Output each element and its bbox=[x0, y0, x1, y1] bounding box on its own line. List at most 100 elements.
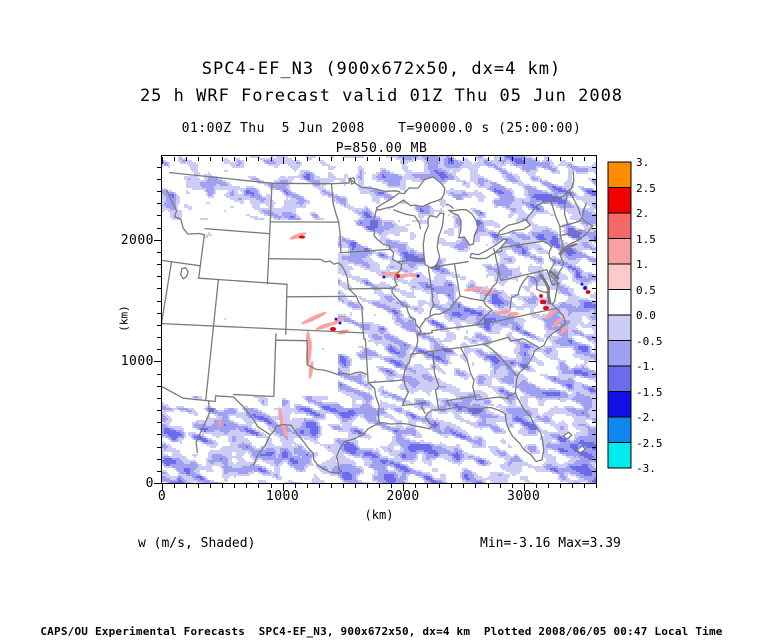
axis-tick bbox=[157, 276, 161, 277]
axis-tick bbox=[222, 157, 223, 161]
axis-tick bbox=[463, 157, 464, 161]
axis-tick bbox=[157, 434, 161, 435]
axis-tick bbox=[415, 157, 416, 161]
state-border bbox=[198, 277, 288, 285]
axis-tick bbox=[295, 484, 296, 488]
plot-subtitle: 25 h WRF Forecast valid 01Z Thu 05 Jun 2… bbox=[139, 86, 624, 106]
axis-tick bbox=[592, 228, 596, 229]
state-border bbox=[393, 209, 421, 230]
axis-tick bbox=[536, 157, 537, 161]
colorbar-label: 3. bbox=[636, 156, 650, 169]
colorbar-label: -1. bbox=[636, 360, 656, 373]
field-annotation: w (m/s, Shaded) bbox=[138, 536, 256, 551]
state-border bbox=[389, 248, 422, 407]
bay-water bbox=[558, 247, 568, 256]
axis-tick bbox=[592, 398, 596, 399]
axis-tick bbox=[592, 167, 596, 168]
state-border bbox=[527, 275, 548, 294]
axis-tick bbox=[427, 484, 428, 488]
colorbar-cell bbox=[607, 416, 632, 443]
minmax-annotation: Min=-3.16 Max=3.39 bbox=[480, 536, 621, 551]
axis-tick bbox=[234, 157, 235, 161]
plot-title: SPC4-EF_N3 (900x672x50, dx=4 km) bbox=[201, 59, 562, 79]
axis-tick bbox=[592, 179, 596, 180]
axis-tick bbox=[174, 157, 175, 161]
axis-tick bbox=[246, 484, 247, 488]
state-border bbox=[493, 248, 548, 282]
axis-tick bbox=[592, 325, 596, 326]
valid-time-line: 01:00Z Thu 5 Jun 2008 T=90000.0 s (25:00… bbox=[181, 121, 582, 136]
axis-tick bbox=[198, 484, 199, 488]
state-border bbox=[348, 288, 369, 384]
axis-tick bbox=[451, 157, 452, 161]
colorbar-label: -1.5 bbox=[636, 385, 663, 399]
y-tick-label: 2000 bbox=[120, 232, 154, 248]
colorbar-label: -2. bbox=[636, 411, 656, 424]
axis-tick bbox=[271, 157, 272, 161]
state-border bbox=[338, 221, 342, 254]
axis-tick bbox=[157, 471, 161, 472]
state-border bbox=[445, 392, 517, 402]
axis-tick bbox=[592, 337, 596, 338]
axis-tick bbox=[157, 228, 161, 229]
state-border bbox=[232, 339, 277, 398]
state-border bbox=[252, 434, 271, 467]
axis-tick bbox=[210, 157, 211, 161]
state-border bbox=[460, 347, 476, 398]
axis-tick bbox=[331, 157, 332, 161]
colorbar-label: 2.5 bbox=[636, 181, 656, 195]
axis-tick bbox=[592, 288, 596, 289]
axis-tick bbox=[222, 484, 223, 488]
lake-outline bbox=[469, 238, 509, 260]
colorbar-label: 2. bbox=[636, 207, 650, 220]
state-border bbox=[401, 402, 426, 414]
state-border bbox=[165, 189, 205, 236]
axis-tick bbox=[451, 484, 452, 488]
axis-tick bbox=[589, 483, 596, 484]
axis-tick bbox=[572, 484, 573, 488]
axis-tick bbox=[475, 484, 476, 488]
axis-tick bbox=[157, 459, 161, 460]
axis-tick bbox=[157, 386, 161, 387]
state-border bbox=[198, 234, 205, 279]
axis-tick bbox=[157, 179, 161, 180]
state-border bbox=[432, 350, 440, 410]
axis-tick bbox=[157, 374, 161, 375]
state-border bbox=[169, 171, 401, 193]
axis-tick bbox=[592, 264, 596, 265]
axis-tick bbox=[157, 252, 161, 253]
state-border bbox=[348, 287, 394, 290]
state-border bbox=[525, 171, 575, 220]
plot-footer: CAPS/OU Experimental Forecasts SPC4-EF_N… bbox=[40, 625, 723, 638]
x-tick-label: 1000 bbox=[265, 489, 300, 504]
axis-tick bbox=[488, 484, 489, 488]
state-border bbox=[367, 382, 381, 424]
axis-tick bbox=[157, 288, 161, 289]
state-border bbox=[446, 203, 454, 209]
y-tick-label: 1000 bbox=[120, 354, 154, 370]
state-border bbox=[560, 243, 578, 254]
axis-tick bbox=[592, 459, 596, 460]
axis-tick bbox=[592, 203, 596, 204]
axis-tick bbox=[592, 422, 596, 423]
axis-tick bbox=[592, 386, 596, 387]
axis-tick bbox=[439, 157, 440, 161]
axis-tick bbox=[415, 484, 416, 488]
axis-tick bbox=[584, 484, 585, 488]
axis-tick bbox=[592, 410, 596, 411]
axis-tick bbox=[379, 157, 380, 161]
axis-tick bbox=[157, 422, 161, 423]
colorbar-label: 1.5 bbox=[636, 232, 656, 246]
axis-tick bbox=[560, 484, 561, 488]
axis-tick bbox=[283, 157, 284, 164]
state-border bbox=[563, 194, 569, 226]
state-border bbox=[162, 259, 201, 267]
state-border bbox=[430, 261, 469, 268]
x-tick-label: 3000 bbox=[507, 489, 541, 504]
axis-tick bbox=[592, 276, 596, 277]
colorbar-cell bbox=[607, 391, 632, 418]
axis-tick bbox=[391, 484, 392, 488]
state-border bbox=[285, 283, 288, 335]
axis-tick bbox=[427, 157, 428, 161]
